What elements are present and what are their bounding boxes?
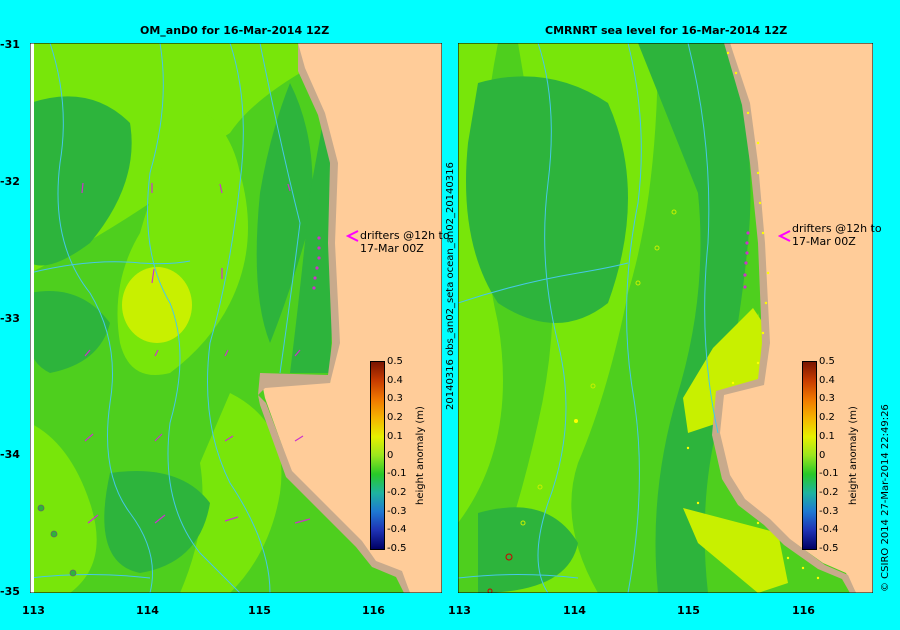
colorbar-tick-label: -0.5: [387, 543, 407, 554]
colorbar-tick-label: 0.4: [387, 374, 403, 386]
colorbar-tick-label: 0: [387, 449, 394, 461]
colorbar-tick-label: 0: [819, 449, 826, 461]
colorbar-tick-label: -0.5: [819, 543, 839, 554]
colorbar-tick-label: -0.2: [387, 486, 407, 498]
y-tick: -35: [0, 585, 20, 598]
colorbar-tick-label: -0.2: [819, 486, 839, 498]
colorbar-tick-label: 0.1: [387, 430, 403, 442]
colorbar-tick-label: -0.3: [819, 505, 839, 517]
annotation-line: drifters @12h to: [792, 222, 882, 235]
right-drifter-annotation: drifters @12h to 17-Mar 00Z: [792, 222, 882, 248]
x-tick: 113: [448, 604, 471, 617]
colorbar-tick-label: 0.5: [387, 356, 403, 367]
left-panel-title: OM_anD0 for 16-Mar-2014 12Z: [140, 24, 330, 37]
y-tick: -31: [0, 38, 20, 51]
colorbar-tick-label: 0.4: [819, 374, 835, 386]
y-tick: -34: [0, 448, 20, 461]
colorbar-tick-label: 0.2: [387, 412, 403, 424]
colorbar-tick-label: 0.3: [819, 393, 835, 405]
colorbar-tick-label: -0.4: [387, 524, 407, 536]
y-tick: -32: [0, 175, 20, 188]
left-colorbar: [370, 361, 385, 550]
annotation-line: drifters @12h to: [360, 229, 450, 242]
right-colorbar-title: height anomaly (m): [848, 406, 859, 505]
x-tick: 113: [22, 604, 45, 617]
y-tick: -33: [0, 312, 20, 325]
x-tick: 114: [136, 604, 159, 617]
run-label: 20140316 obs_an02_seta ocean_an02_201403…: [445, 162, 456, 410]
left-colorbar-title: height anomaly (m): [415, 406, 426, 505]
colorbar-tick-label: -0.4: [819, 524, 839, 536]
colorbar-tick-label: 0.3: [387, 393, 403, 405]
x-tick: 115: [248, 604, 271, 617]
colorbar-tick-label: -0.3: [387, 505, 407, 517]
colorbar-tick-label: 0.1: [819, 430, 835, 442]
colorbar-tick-label: -0.1: [819, 468, 839, 480]
x-tick: 116: [362, 604, 385, 617]
annotation-line: 17-Mar 00Z: [360, 242, 424, 255]
colorbar-tick-label: 0.2: [819, 412, 835, 424]
drifter-arrow-icon: [346, 230, 359, 242]
annotation-line: 17-Mar 00Z: [792, 235, 856, 248]
colorbar-tick-label: 0.5: [819, 356, 835, 367]
credit-text: © CSIRO 2014 27-Mar-2014 22:49:26: [880, 404, 891, 592]
left-map-panel: [30, 43, 442, 593]
colorbar-tick-label: -0.1: [387, 468, 407, 480]
x-tick: 114: [563, 604, 586, 617]
right-panel-title: CMRNRT sea level for 16-Mar-2014 12Z: [545, 24, 788, 37]
x-tick: 116: [792, 604, 815, 617]
x-tick: 115: [677, 604, 700, 617]
left-drifter-annotation: drifters @12h to 17-Mar 00Z: [360, 229, 450, 255]
drifter-arrow-icon: [778, 230, 791, 242]
right-colorbar: [802, 361, 817, 550]
